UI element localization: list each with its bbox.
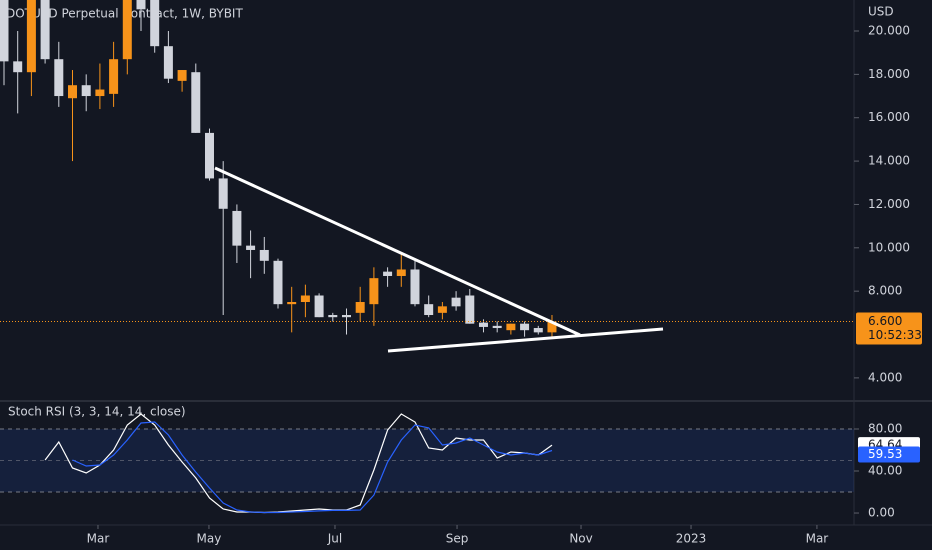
- candle-body: [410, 269, 420, 305]
- candle-body: [478, 322, 488, 327]
- value-label-box: [858, 446, 920, 463]
- candle-body: [465, 295, 475, 324]
- candle-body: [506, 323, 516, 331]
- candle-body: [0, 0, 9, 62]
- y-tick-label: 80.00: [868, 421, 902, 435]
- candle-body: [67, 85, 77, 99]
- x-tick-label: Mar: [87, 532, 110, 546]
- candle-body: [95, 89, 105, 97]
- candle-body: [259, 249, 269, 261]
- indicator-title: Stoch RSI (3, 3, 14, 14, close): [8, 405, 186, 419]
- x-tick-label: Sep: [446, 532, 469, 546]
- y-tick-label: 10.000: [868, 240, 910, 254]
- countdown-label: 10:52:33: [868, 328, 922, 342]
- candle-body: [13, 61, 23, 73]
- trend-line: [214, 166, 581, 337]
- y-tick-label: 8.000: [868, 284, 902, 298]
- candle-body: [328, 315, 338, 318]
- candle-body: [191, 72, 201, 133]
- candle-body: [300, 295, 310, 303]
- candle-body: [424, 304, 434, 316]
- candle-body: [287, 302, 297, 305]
- candle-body: [40, 0, 50, 60]
- candle-body: [383, 271, 393, 276]
- candle-body: [109, 59, 119, 94]
- candle-body: [451, 297, 461, 307]
- candle-body: [246, 245, 256, 250]
- last-price-label: 6.600: [868, 314, 902, 328]
- candle-body: [396, 269, 406, 276]
- candle-body: [26, 0, 36, 73]
- y-tick-label: 4.000: [868, 370, 902, 384]
- candle-body: [122, 0, 132, 60]
- y-tick-label: 16.000: [868, 110, 910, 124]
- candle-body: [232, 210, 242, 246]
- candle-body: [177, 70, 187, 81]
- y-tick-label: 12.000: [868, 197, 910, 211]
- candle-body: [369, 278, 379, 305]
- candle-body: [204, 132, 214, 179]
- x-tick-label: Jul: [327, 532, 342, 546]
- candle-body: [437, 306, 447, 313]
- candle-body: [355, 302, 365, 313]
- y-tick-label: 40.00: [868, 464, 902, 478]
- candle-body: [492, 325, 502, 329]
- stoch-line: [44, 413, 553, 514]
- y-tick-label: 0.00: [868, 506, 895, 520]
- candle-body: [136, 0, 146, 10]
- candle-body: [314, 295, 324, 318]
- x-tick-label: Mar: [806, 532, 829, 546]
- trend-line: [387, 327, 664, 353]
- y-axis-label: USD: [868, 5, 894, 19]
- candle-body: [54, 59, 64, 97]
- candle-body: [273, 260, 283, 305]
- candle-body: [533, 328, 543, 333]
- candle-body: [218, 178, 228, 209]
- y-tick-label: 20.000: [868, 24, 910, 38]
- x-tick-label: May: [197, 532, 222, 546]
- candle-body: [341, 315, 351, 318]
- candle-body: [150, 0, 160, 47]
- value-label: 59.53: [868, 447, 902, 461]
- y-tick-label: 18.000: [868, 67, 910, 81]
- stoch-line: [72, 421, 553, 514]
- y-tick-label: 14.000: [868, 154, 910, 168]
- candle-body: [81, 85, 91, 97]
- last-price-box: [856, 312, 922, 345]
- candle-body: [163, 46, 173, 79]
- candle-body: [520, 323, 530, 331]
- x-tick-label: 2023: [676, 532, 707, 546]
- candle-body: [547, 321, 557, 333]
- x-tick-label: Nov: [569, 532, 592, 546]
